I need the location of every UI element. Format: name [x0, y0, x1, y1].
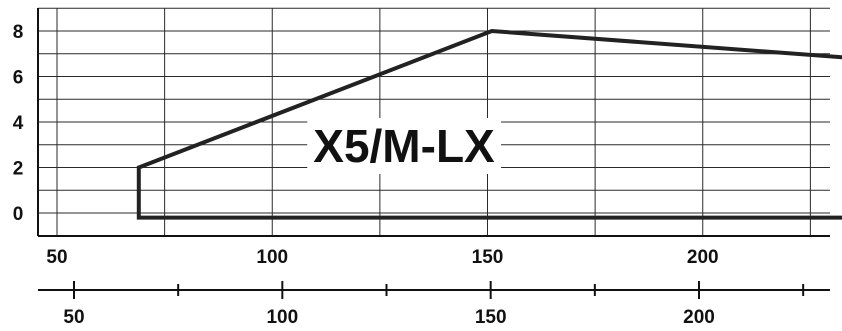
- chart-title-background: [307, 118, 502, 174]
- y-tick-label: 8: [13, 22, 24, 43]
- chart-title: X5/M-LX: [313, 120, 495, 172]
- secondary-x-tick-label: 150: [475, 307, 507, 328]
- secondary-x-tick-label: 50: [63, 307, 84, 328]
- y-tick-label: 6: [13, 68, 24, 89]
- secondary-x-tick-labels: 50100150200250300350: [63, 307, 715, 328]
- y-tick-labels: 0 2 4 6 8: [13, 22, 24, 225]
- x-tick-label: 100: [256, 247, 288, 268]
- y-tick-label: 2: [13, 159, 24, 180]
- y-tick-label: 4: [13, 113, 24, 134]
- x-tick-label: 50: [46, 247, 67, 268]
- y-tick-label: 0: [13, 204, 24, 225]
- x-tick-label: 200: [687, 247, 719, 268]
- x-tick-label: 150: [472, 247, 504, 268]
- secondary-x-tick-label: 200: [683, 307, 715, 328]
- axes: [37, 8, 830, 299]
- x-tick-labels: 50100150200250300350400: [46, 247, 719, 268]
- secondary-x-tick-label: 100: [266, 307, 298, 328]
- envelope-line: [136, 28, 842, 220]
